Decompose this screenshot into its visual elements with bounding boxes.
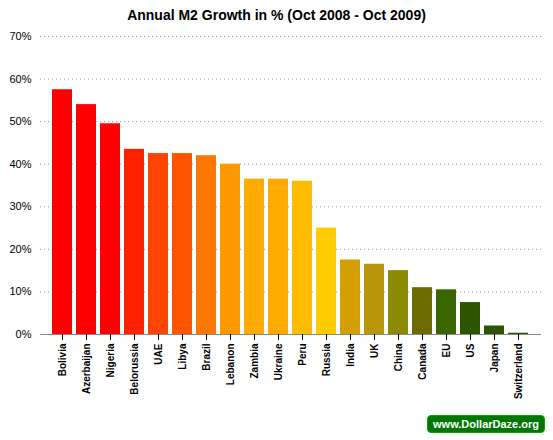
svg-text:Switzerland: Switzerland — [513, 344, 524, 400]
html-text:www.DollarDaze.org: www.DollarDaze.org — [433, 418, 539, 430]
svg-text:Canada: Canada — [417, 343, 428, 380]
svg-text:US: US — [465, 343, 476, 357]
svg-text:10%: 10% — [9, 285, 31, 297]
svg-text:UAE: UAE — [153, 343, 164, 364]
svg-text:Lebanon: Lebanon — [225, 344, 236, 386]
svg-text:EU: EU — [441, 344, 452, 358]
svg-text:Nigeria: Nigeria — [105, 343, 116, 377]
svg-text:Russia: Russia — [321, 343, 332, 376]
svg-text:Zambia: Zambia — [249, 343, 260, 378]
svg-text:Peru: Peru — [297, 344, 308, 366]
svg-text:Japan: Japan — [489, 344, 500, 373]
svg-text:Libya: Libya — [177, 343, 188, 370]
svg-text:0%: 0% — [16, 328, 32, 340]
svg-text:UK: UK — [369, 343, 380, 358]
svg-text:40%: 40% — [9, 158, 31, 170]
html-text:Annual M2 Growth in % (Oct 200: Annual M2 Growth in % (Oct 2008 - Oct 20… — [127, 7, 426, 23]
svg-text:Belorussia: Belorussia — [129, 343, 140, 395]
svg-text:70%: 70% — [9, 30, 31, 42]
svg-text:50%: 50% — [9, 115, 31, 127]
svg-text:Bolivia: Bolivia — [57, 343, 68, 376]
svg-text:China: China — [393, 343, 404, 371]
svg-text:30%: 30% — [9, 200, 31, 212]
svg-text:60%: 60% — [9, 73, 31, 85]
svg-text:Azerbaijan: Azerbaijan — [81, 344, 92, 395]
svg-text:India: India — [345, 343, 356, 367]
svg-text:20%: 20% — [9, 243, 31, 255]
svg-text:Ukraine: Ukraine — [273, 343, 284, 380]
svg-text:Brazil: Brazil — [201, 343, 212, 370]
